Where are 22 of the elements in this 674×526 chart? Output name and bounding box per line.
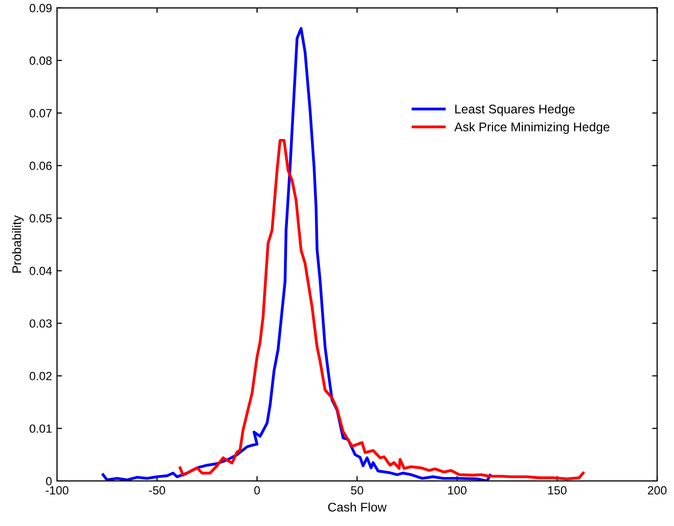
x-tick-label: 50 [350, 486, 364, 495]
x-tick-label: -100 [46, 486, 68, 495]
x-tick-label: -50 [149, 486, 166, 495]
y-tick-label: 0.05 [30, 214, 52, 223]
x-tick-label: 100 [448, 486, 466, 495]
x-tick-label: 200 [648, 486, 667, 495]
y-tick-label: 0.07 [30, 109, 52, 118]
y-tick-label: 0.02 [30, 372, 52, 380]
x-axis-title: Cash Flow [328, 502, 387, 512]
x-tick-label: 0 [254, 486, 260, 495]
y-tick-label: 0.01 [30, 424, 52, 433]
y-tick-label: 0 [46, 477, 52, 486]
y-tick-label: 0.08 [30, 56, 52, 65]
y-tick-label: 0.09 [30, 4, 52, 12]
line-series [178, 138, 585, 480]
y-tick-label: 0.04 [30, 266, 52, 276]
y-tick-label: 0.06 [30, 162, 52, 170]
y-tick-label: 0.03 [30, 319, 52, 328]
legend-label: Ask Price Minimizing Hedge [454, 122, 610, 134]
legend-label: Least Squares Hedge [455, 104, 575, 116]
x-tick-label: 150 [548, 486, 567, 495]
y-axis-title: Probability [12, 215, 24, 273]
